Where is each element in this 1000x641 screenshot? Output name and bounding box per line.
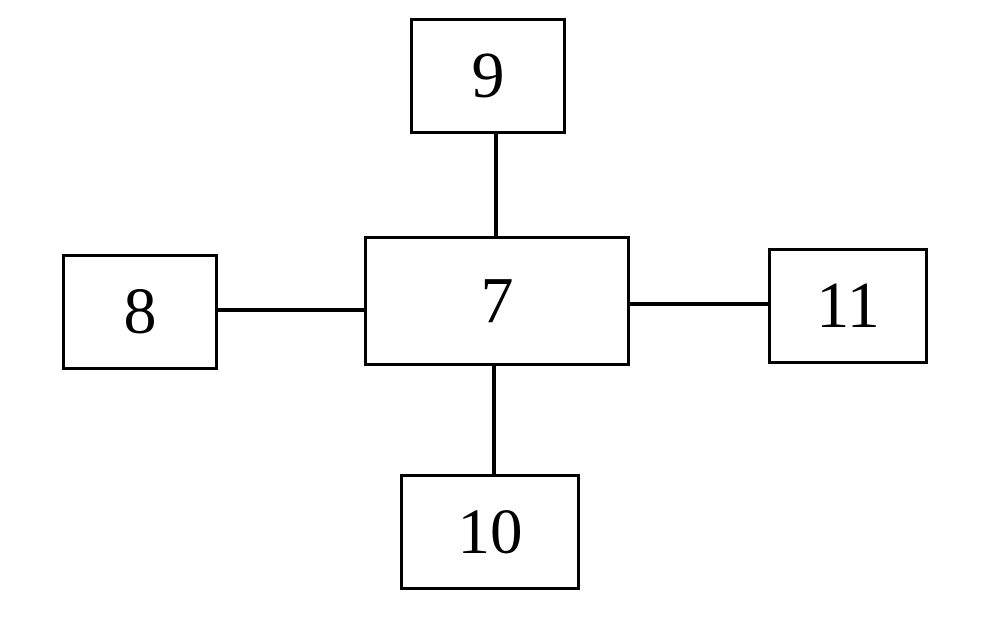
node-center-label: 7 <box>481 263 514 339</box>
edge-top-center <box>494 134 498 236</box>
edge-center-bottom <box>492 366 496 474</box>
edge-left-center <box>218 308 364 312</box>
node-center: 7 <box>364 236 630 366</box>
node-right: 11 <box>768 248 928 364</box>
node-right-label: 11 <box>816 268 880 344</box>
node-left: 8 <box>62 254 218 370</box>
edge-center-right <box>630 302 768 306</box>
node-top-label: 9 <box>472 38 505 114</box>
node-top: 9 <box>410 18 566 134</box>
node-left-label: 8 <box>124 274 157 350</box>
node-bottom: 10 <box>400 474 580 590</box>
node-bottom-label: 10 <box>458 495 523 570</box>
